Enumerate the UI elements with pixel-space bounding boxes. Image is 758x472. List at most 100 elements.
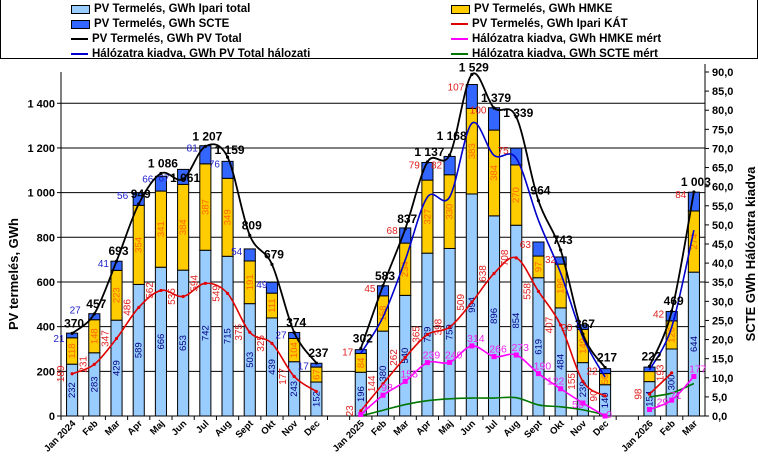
y2-tick-label: 15,0 [712, 354, 733, 366]
x-tick-label: Feb [81, 418, 101, 438]
kat-label: 90 [589, 390, 600, 402]
bar-label: 742 [200, 325, 211, 341]
y2-tick-label: 80,0 [712, 105, 733, 117]
bar-label: 354 [134, 237, 145, 253]
line-marker [402, 378, 408, 384]
line-marker [448, 153, 452, 157]
bar-label: 17 [298, 361, 310, 372]
line-marker [203, 281, 207, 285]
total-label: 964 [530, 184, 550, 198]
bar-label: 76 [209, 159, 221, 170]
bar-segment [643, 371, 656, 383]
bar-label: 32 [545, 255, 557, 266]
line-marker [359, 346, 363, 351]
line-marker [225, 155, 230, 159]
legend-swatch [71, 19, 90, 29]
bar-label: 854 [511, 313, 522, 329]
line-marker [248, 233, 252, 237]
line-marker [70, 372, 74, 376]
y2-tick-label: 75,0 [712, 124, 733, 136]
y-tick-label: 1 400 [27, 98, 55, 110]
legend-item: PV Termelés, GWh Ipari KÁT [451, 18, 628, 30]
line-marker [559, 323, 563, 327]
hmke-mert-label: 58 [572, 399, 584, 411]
bar-label: 97 [533, 262, 544, 273]
line-marker [491, 354, 497, 360]
kat-label: 144 [367, 375, 378, 392]
bar-segment [243, 248, 256, 262]
x-tick-label: Dec [591, 418, 611, 438]
bar-label: 750 [445, 324, 456, 340]
bar-label: 383 [467, 143, 478, 159]
series-line [648, 372, 673, 395]
y2-tick-label: 35,0 [712, 277, 733, 289]
legend-item: Hálózatra kiadva, GWh PV Total hálozati [71, 48, 310, 60]
y-tick-label: 400 [37, 322, 55, 334]
bar-label: 270 [511, 187, 522, 203]
line-marker [559, 248, 563, 252]
x-tick-label: Apr [414, 418, 434, 438]
kat-label: 375 [234, 323, 245, 340]
bar-label: 111 [267, 298, 278, 312]
total-label: 1 168 [437, 129, 467, 143]
bar-label: 21 [53, 334, 65, 345]
total-label: 1 159 [215, 143, 245, 157]
x-tick-label: Jun [458, 418, 478, 438]
bar-label: 22 [586, 367, 598, 378]
legend-swatch [451, 38, 468, 40]
total-label: 949 [131, 187, 151, 201]
line-marker [181, 294, 185, 299]
x-tick-label: Sept [234, 418, 257, 441]
y-axis-title: PV termelés, GWh [6, 218, 21, 330]
hmke-mert-label: 266 [489, 344, 507, 356]
bar-label: 118 [67, 343, 78, 358]
line-marker [314, 361, 318, 365]
x-tick-label: Jul [194, 418, 211, 435]
bar-label: 349 [223, 209, 234, 225]
total-label: 679 [264, 247, 284, 261]
legend-swatch [451, 53, 468, 55]
kat-label: 365 [411, 326, 422, 343]
kat-label: 155 [567, 373, 578, 390]
bar-label: 715 [223, 328, 234, 344]
bar-label: 148 [89, 328, 100, 344]
line-marker [403, 355, 407, 360]
x-tick-label: Feb [369, 418, 389, 438]
bar-label: 666 [156, 334, 167, 350]
x-tick-label: Dec [302, 418, 322, 438]
bar-label: 234 [400, 261, 411, 277]
line-marker [447, 359, 453, 365]
legend-label: Hálózatra kiadva, GWh HMKE mért [472, 33, 662, 45]
line-marker [358, 411, 364, 417]
line-marker [670, 371, 674, 375]
bar-label: 196 [556, 278, 567, 294]
kat-label: 562 [145, 282, 156, 299]
hmke-mert-label: 0 [606, 409, 612, 421]
total-label: 367 [575, 317, 595, 331]
bar-label: 54 [231, 247, 243, 258]
bar-label: 191 [245, 274, 256, 290]
bar-label: 619 [533, 339, 544, 355]
bar-label: 50 [600, 374, 611, 385]
kat-label: 262 [389, 349, 400, 366]
kat-label: 231 [78, 356, 89, 373]
line-marker [424, 360, 430, 366]
y-tick-label: 0 [49, 411, 55, 423]
bar-segment [487, 107, 501, 131]
bar-label: 158 [378, 306, 389, 322]
bar-label: 330 [445, 204, 456, 220]
legend-label: PV Termelés, GWh Ipari total [94, 3, 251, 15]
bar-label: 56 [117, 191, 129, 202]
y2-tick-label: 10,0 [712, 373, 733, 385]
y-tick-label: 1 000 [27, 188, 55, 200]
bar-label: 27 [275, 330, 287, 341]
line-marker [580, 400, 586, 406]
legend-item: PV Termelés, GWh PV Total [71, 33, 242, 45]
hmke-mert-label: 122 [547, 376, 565, 388]
hmke-mert-label: 93 [381, 382, 393, 394]
line-marker [314, 389, 318, 394]
bar-label: 81 [187, 144, 199, 155]
bar-label: 196 [356, 386, 367, 402]
line-marker [159, 171, 163, 176]
